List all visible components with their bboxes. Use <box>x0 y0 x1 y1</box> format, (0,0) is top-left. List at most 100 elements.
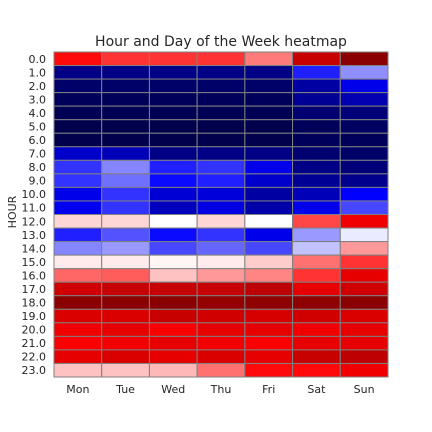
heatmap-cell-10.0-Wed <box>148 186 198 202</box>
heatmap-cell-1.0-Tue <box>101 65 150 80</box>
y-tick-label: 17.0 <box>22 283 47 296</box>
heatmap-cell-18.0-Wed <box>148 295 198 310</box>
heatmap-cell-5.0-Wed <box>148 119 198 134</box>
heatmap-cell-19.0-Thu <box>196 308 246 324</box>
y-tick-labels: 0.01.02.03.04.05.06.07.08.09.010.011.012… <box>22 53 47 377</box>
heatmap-cell-4.0-Fri <box>244 105 294 121</box>
heatmap-cell-20.0-Sat <box>292 322 341 337</box>
y-tick-label: 5.0 <box>29 120 47 133</box>
heatmap-cell-21.0-Tue <box>101 335 150 351</box>
heatmap-cell-0.0-Thu <box>196 51 246 67</box>
heatmap-cell-21.0-Thu <box>196 335 246 351</box>
y-tick-label: 20.0 <box>22 324 47 337</box>
heatmap-cell-10.0-Sat <box>292 186 341 202</box>
heatmap-cell-13.0-Wed <box>148 227 198 243</box>
heatmap-cell-18.0-Fri <box>244 295 294 310</box>
heatmap-cell-21.0-Sat <box>292 335 341 351</box>
heatmap-cell-7.0-Thu <box>196 146 246 161</box>
x-tick-label: Sun <box>354 383 375 396</box>
heatmap-cell-20.0-Tue <box>101 322 150 337</box>
heatmap-cell-16.0-Mon <box>53 268 103 283</box>
heatmap-cell-20.0-Fri <box>244 322 294 337</box>
heatmap-cell-19.0-Mon <box>53 308 103 324</box>
heatmap-cell-20.0-Sun <box>339 322 389 337</box>
y-tick-label: 2.0 <box>29 80 47 93</box>
heatmap-cell-14.0-Tue <box>101 241 150 256</box>
heatmap-cell-15.0-Thu <box>196 254 246 270</box>
y-tick-label: 15.0 <box>22 256 47 269</box>
y-tick-label: 16.0 <box>22 269 47 282</box>
heatmap-cell-17.0-Sun <box>339 281 389 297</box>
heatmap-cell-7.0-Sat <box>292 146 341 161</box>
heatmap-cell-13.0-Mon <box>53 227 103 243</box>
heatmap-cell-15.0-Mon <box>53 254 103 270</box>
heatmap-cell-4.0-Tue <box>101 105 150 121</box>
x-tick-label: Sat <box>307 383 326 396</box>
heatmap-cell-18.0-Mon <box>53 295 103 310</box>
heatmap-cell-8.0-Thu <box>196 159 246 175</box>
heatmap-cell-15.0-Sun <box>339 254 389 270</box>
heatmap-cell-0.0-Sun <box>339 51 389 67</box>
heatmap-cell-21.0-Mon <box>53 335 103 351</box>
x-tick-labels: Mon Tue Wed Thu Fri Sat Sun <box>66 383 374 396</box>
heatmap-cell-10.0-Mon <box>53 186 103 202</box>
heatmap-cell-10.0-Fri <box>244 186 294 202</box>
heatmap-cell-6.0-Sun <box>339 132 389 148</box>
heatmap-cell-11.0-Fri <box>244 200 294 216</box>
heatmap-cell-4.0-Sat <box>292 105 341 121</box>
heatmap-cell-9.0-Sun <box>339 173 389 188</box>
heatmap-cell-1.0-Sat <box>292 65 341 80</box>
heatmap-cell-16.0-Sun <box>339 268 389 283</box>
heatmap-cell-12.0-Mon <box>53 214 103 229</box>
heatmap-cell-22.0-Wed <box>148 349 198 364</box>
y-tick-label: 18.0 <box>22 297 47 310</box>
heatmap-cell-19.0-Wed <box>148 308 198 324</box>
y-tick-label: 0.0 <box>29 53 47 66</box>
y-tick-label: 9.0 <box>29 175 47 188</box>
heatmap-cell-19.0-Sat <box>292 308 341 324</box>
x-tick-label: Fri <box>262 383 275 396</box>
heatmap-cell-5.0-Mon <box>53 119 103 134</box>
heatmap-cell-3.0-Mon <box>53 92 103 107</box>
heatmap-cell-19.0-Tue <box>101 308 150 324</box>
heatmap-cell-15.0-Wed <box>148 254 198 270</box>
heatmap-cell-13.0-Sat <box>292 227 341 243</box>
heatmap-cell-8.0-Mon <box>53 159 103 175</box>
y-tick-label: 23.0 <box>22 364 47 377</box>
heatmap-cell-20.0-Thu <box>196 322 246 337</box>
heatmap-cell-23.0-Wed <box>148 362 198 378</box>
heatmap-cell-7.0-Wed <box>148 146 198 161</box>
heatmap-cell-1.0-Wed <box>148 65 198 80</box>
heatmap-cell-6.0-Thu <box>196 132 246 148</box>
heatmap-cell-22.0-Thu <box>196 349 246 364</box>
x-tick-label: Thu <box>210 383 232 396</box>
heatmap-cell-16.0-Thu <box>196 268 246 283</box>
heatmap-cell-14.0-Sun <box>339 241 389 256</box>
heatmap-cell-20.0-Mon <box>53 322 103 337</box>
heatmap-cell-1.0-Thu <box>196 65 246 80</box>
heatmap-cell-13.0-Thu <box>196 227 246 243</box>
heatmap-cell-3.0-Thu <box>196 92 246 107</box>
heatmap-cell-0.0-Mon <box>53 51 103 67</box>
heatmap-cell-17.0-Sat <box>292 281 341 297</box>
heatmap-cell-5.0-Tue <box>101 119 150 134</box>
heatmap-cell-13.0-Fri <box>244 227 294 243</box>
heatmap-cell-2.0-Fri <box>244 78 294 94</box>
heatmap-cell-3.0-Tue <box>101 92 150 107</box>
y-tick-label: 3.0 <box>29 93 47 106</box>
heatmap-cell-2.0-Thu <box>196 78 246 94</box>
heatmap-cell-19.0-Sun <box>339 308 389 324</box>
x-tick-label: Wed <box>161 383 185 396</box>
heatmap-cell-3.0-Sun <box>339 92 389 107</box>
heatmap-cell-10.0-Thu <box>196 186 246 202</box>
x-tick-label: Mon <box>66 383 89 396</box>
heatmap-cell-11.0-Mon <box>53 200 103 216</box>
heatmap-cell-15.0-Sat <box>292 254 341 270</box>
heatmap-cell-10.0-Tue <box>101 186 150 202</box>
heatmap-cell-8.0-Fri <box>244 159 294 175</box>
heatmap-cell-16.0-Sat <box>292 268 341 283</box>
heatmap-cell-3.0-Wed <box>148 92 198 107</box>
heatmap-cell-16.0-Wed <box>148 268 198 283</box>
y-tick-label: 1.0 <box>29 66 47 79</box>
